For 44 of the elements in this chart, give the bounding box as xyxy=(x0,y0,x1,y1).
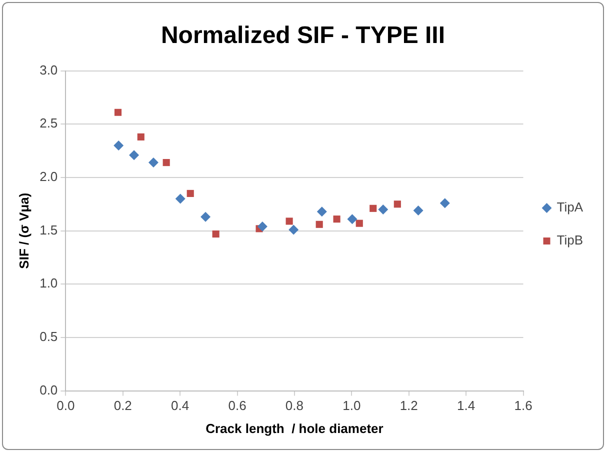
point xyxy=(316,206,327,217)
legend-label: TipA xyxy=(556,200,584,215)
point xyxy=(200,212,211,222)
x-tick-label: 1.4 xyxy=(457,398,476,414)
y-tick-label: 2.5 xyxy=(40,116,58,131)
point xyxy=(440,198,450,208)
point xyxy=(286,218,293,225)
point xyxy=(137,133,144,140)
x-tick-label: 1.6 xyxy=(514,398,532,414)
point xyxy=(257,222,268,232)
point xyxy=(378,204,388,214)
point xyxy=(316,220,323,228)
chart-title: Normalized SIF - TYPE III xyxy=(160,22,446,50)
y-tick-label: 0.5 xyxy=(40,329,58,344)
x-tick-label: 0.8 xyxy=(285,398,304,414)
y-tick-label: 2.0 xyxy=(40,169,58,184)
point xyxy=(394,200,401,208)
y-tick-label: 3.0 xyxy=(40,62,58,78)
point xyxy=(288,224,299,235)
x-tick-label: 1.0 xyxy=(342,398,361,414)
point xyxy=(333,216,340,223)
point xyxy=(413,206,424,216)
legend-label: TipB xyxy=(556,232,583,248)
x-tick-label: 0.6 xyxy=(228,398,246,414)
x-tick-label: 0.0 xyxy=(56,398,75,414)
x-tick-label: 0.2 xyxy=(114,398,132,414)
y-tick-label: 1.5 xyxy=(40,222,58,238)
point xyxy=(186,190,194,197)
y-tick-label: 0.0 xyxy=(40,382,58,398)
point xyxy=(114,108,122,116)
point xyxy=(347,214,358,224)
point xyxy=(114,140,124,150)
y-axis-title: SIF / (σ Vμa) xyxy=(16,192,32,269)
point xyxy=(162,159,170,166)
point xyxy=(212,230,220,238)
x-tick-label: 1.2 xyxy=(400,398,418,414)
y-tick-label: 1.0 xyxy=(40,276,58,291)
point xyxy=(356,220,363,227)
x-tick-label: 0.4 xyxy=(171,398,190,414)
point xyxy=(370,204,377,212)
x-axis-title: Crack length / hole diameter xyxy=(206,420,384,436)
point xyxy=(129,150,140,160)
point xyxy=(148,158,158,168)
point xyxy=(175,194,186,204)
